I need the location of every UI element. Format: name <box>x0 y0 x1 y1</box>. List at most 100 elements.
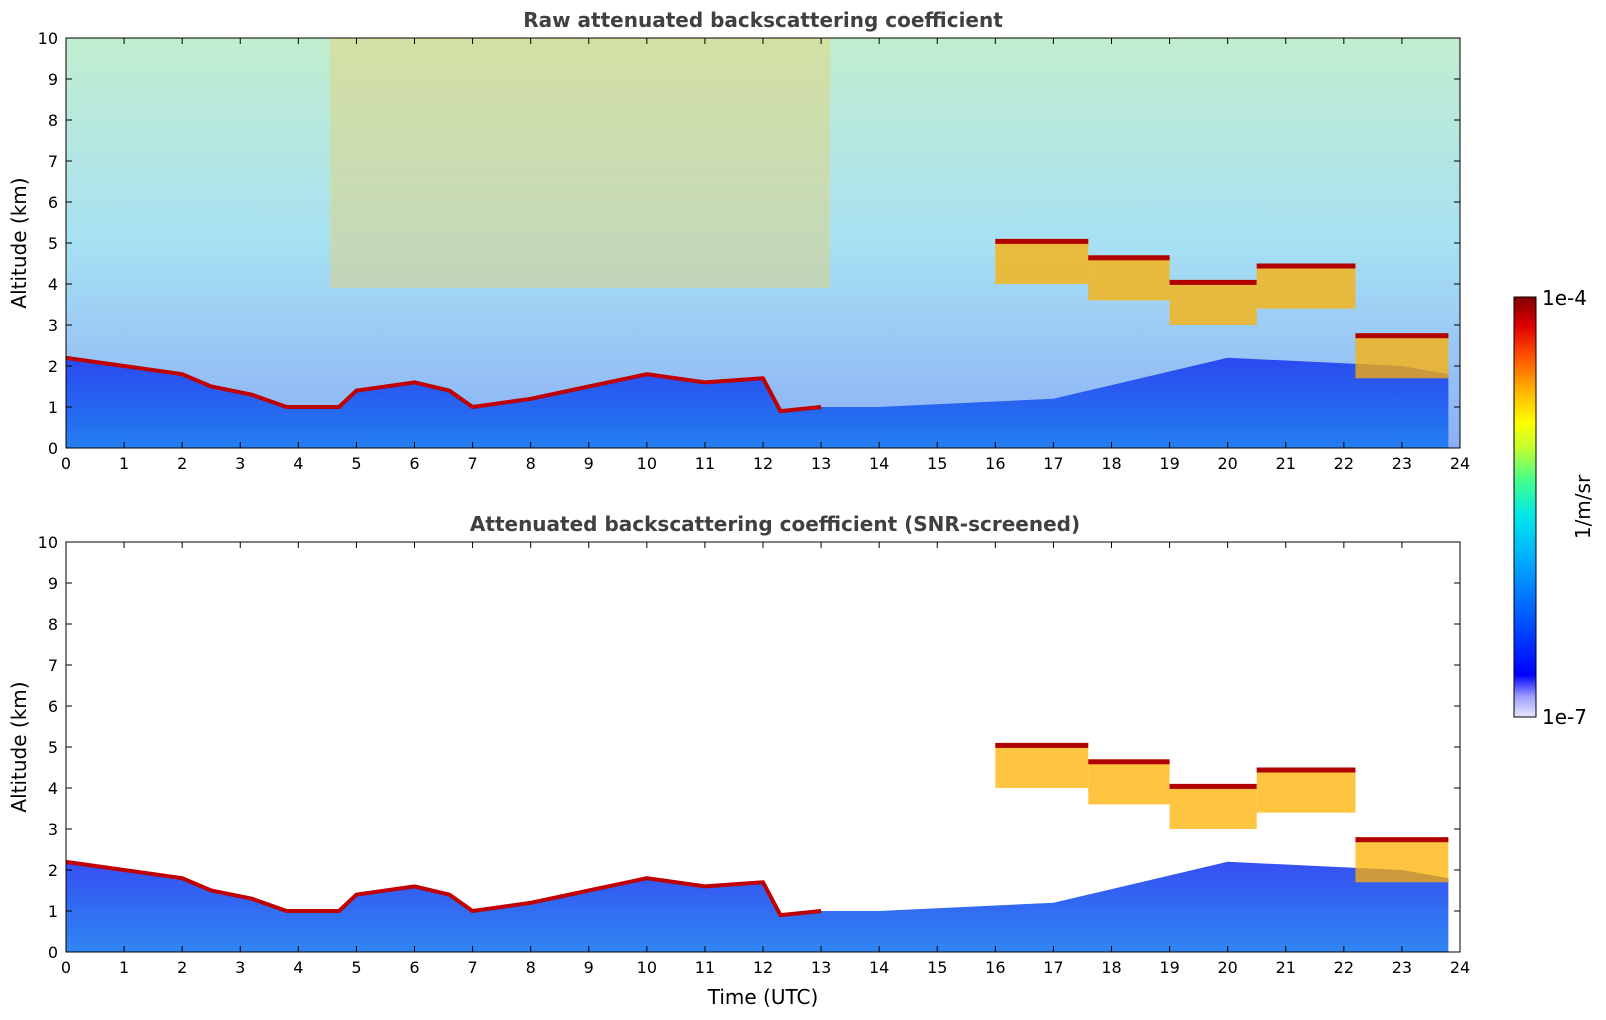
bottom-y-tick-label: 6 <box>48 697 58 716</box>
bottom-x-tick-label: 7 <box>467 958 477 977</box>
top-x-tick-label: 6 <box>409 454 419 473</box>
cloud-layer <box>1088 255 1170 301</box>
bottom-boundary-layer <box>66 861 1449 952</box>
bottom-x-tick-label: 16 <box>985 958 1005 977</box>
top-x-tick-label: 2 <box>177 454 187 473</box>
cloud-layer-top-edge <box>1088 255 1170 261</box>
bottom-x-tick-label: 8 <box>526 958 536 977</box>
cloud-layer <box>1088 759 1170 805</box>
boundary-layer-top-line <box>66 355 822 414</box>
top-y-tick-label: 9 <box>48 70 58 89</box>
top-x-tick-label: 0 <box>61 454 71 473</box>
bottom-plot-area: 0 1 2 3 4 5 6 7 8 9 10 11 12 13 14 15 16 17 18 19 20 21 22 23 24… <box>38 533 1471 977</box>
cloud-layer-top-edge <box>1169 783 1257 789</box>
cloud-layer <box>1169 783 1257 829</box>
bottom-chart-title: Attenuated backscattering coefficient (S… <box>470 512 1080 536</box>
top-x-tick-label: 17 <box>1043 454 1063 473</box>
bottom-x-tick-label: 13 <box>811 958 831 977</box>
top-y-tick-label: 3 <box>48 316 58 335</box>
bottom-y-tick-label: 1 <box>48 902 58 921</box>
bottom-y-tick-label: 7 <box>48 656 58 675</box>
cloud-layer <box>1256 263 1356 309</box>
colorbar: 1e-4 1e-7 1/m/sr <box>1513 286 1595 729</box>
bottom-y-tick-label: 8 <box>48 615 58 634</box>
cloud-layer-top-edge <box>1169 279 1257 285</box>
top-x-tick-label: 5 <box>351 454 361 473</box>
cloud-layer <box>1169 279 1257 325</box>
bottom-y-tick-label: 5 <box>48 738 58 757</box>
top-y-tick-label: 8 <box>48 111 58 130</box>
top-y-tick-label: 6 <box>48 193 58 212</box>
top-x-tick-label: 24 <box>1450 454 1470 473</box>
cloud-layer-top-edge <box>995 238 1089 244</box>
bottom-x-tick-label: 23 <box>1392 958 1412 977</box>
bottom-y-tick-label: 4 <box>48 779 58 798</box>
cloud-layer <box>995 238 1089 284</box>
cloud-layer <box>1355 837 1449 883</box>
cloud-layer-top-edge <box>1355 333 1449 339</box>
cloud-layer-top-edge <box>1256 263 1356 269</box>
top-x-tick-label: 18 <box>1101 454 1121 473</box>
top-x-tick-label: 19 <box>1159 454 1179 473</box>
top-chart-title: Raw attenuated backscattering coefficien… <box>523 8 1003 32</box>
bottom-x-tick-label: 19 <box>1159 958 1179 977</box>
cloud-layer <box>1256 767 1356 813</box>
top-x-tick-label: 14 <box>869 454 889 473</box>
boundary-layer-top-line <box>66 859 822 918</box>
top-x-tick-label: 23 <box>1392 454 1412 473</box>
bottom-x-tick-label: 18 <box>1101 958 1121 977</box>
top-y-tick-label: 0 <box>48 439 58 458</box>
top-x-tick-label: 9 <box>584 454 594 473</box>
top-y-tick-label: 4 <box>48 275 58 294</box>
top-x-tick-label: 16 <box>985 454 1005 473</box>
bottom-x-tick-label: 0 <box>61 958 71 977</box>
colorbar-unit-label: 1/m/sr <box>1571 474 1595 539</box>
bottom-x-tick-label: 14 <box>869 958 889 977</box>
cloud-layer-top-edge <box>995 742 1089 748</box>
top-x-tick-label: 13 <box>811 454 831 473</box>
bottom-x-tick-label: 9 <box>584 958 594 977</box>
bottom-heatmap <box>66 742 1449 952</box>
top-x-tick-label: 10 <box>637 454 657 473</box>
x-axis-label: Time (UTC) <box>707 985 819 1009</box>
bottom-y-tick-label: 3 <box>48 820 58 839</box>
bottom-x-tick-label: 3 <box>235 958 245 977</box>
bottom-y-tick-label: 9 <box>48 574 58 593</box>
bottom-x-tick-label: 2 <box>177 958 187 977</box>
bottom-y-axis-label: Altitude (km) <box>7 681 31 812</box>
bottom-x-tick-label: 20 <box>1217 958 1237 977</box>
top-x-tick-label: 21 <box>1276 454 1296 473</box>
bottom-y-tick-label: 2 <box>48 861 58 880</box>
bottom-x-tick-label: 10 <box>637 958 657 977</box>
top-noise-warm-band <box>330 38 830 288</box>
bottom-x-tick-label: 6 <box>409 958 419 977</box>
top-heatmap <box>66 38 1460 448</box>
top-plot-area: 0 1 2 3 4 5 6 7 8 9 10 11 12 13 14 15 16 17 18 19 20 21 22 23 24… <box>38 29 1471 473</box>
top-x-tick-label: 15 <box>927 454 947 473</box>
bottom-x-tick-label: 24 <box>1450 958 1470 977</box>
top-x-tick-label: 1 <box>119 454 129 473</box>
bottom-y-tick-label: 10 <box>38 533 58 552</box>
bottom-x-tick-label: 12 <box>753 958 773 977</box>
colorbar-max-label: 1e-4 <box>1542 286 1587 310</box>
top-x-tick-label: 3 <box>235 454 245 473</box>
top-x-tick-label: 20 <box>1217 454 1237 473</box>
cloud-layer-top-edge <box>1355 837 1449 843</box>
bottom-x-tick-label: 11 <box>695 958 715 977</box>
bottom-x-tick-label: 15 <box>927 958 947 977</box>
top-x-tick-label: 7 <box>467 454 477 473</box>
top-y-tick-label: 7 <box>48 152 58 171</box>
top-y-tick-label: 10 <box>38 29 58 48</box>
bottom-x-tick-label: 22 <box>1334 958 1354 977</box>
top-x-tick-label: 12 <box>753 454 773 473</box>
bottom-y-tick-label: 0 <box>48 943 58 962</box>
top-x-tick-label: 11 <box>695 454 715 473</box>
bottom-x-tick-label: 17 <box>1043 958 1063 977</box>
top-x-tick-label: 4 <box>293 454 303 473</box>
cloud-layer <box>1355 333 1449 379</box>
colorbar-min-label: 1e-7 <box>1542 705 1587 729</box>
bottom-x-tick-label: 5 <box>351 958 361 977</box>
cloud-layer <box>995 742 1089 788</box>
bottom-x-tick-label: 1 <box>119 958 129 977</box>
